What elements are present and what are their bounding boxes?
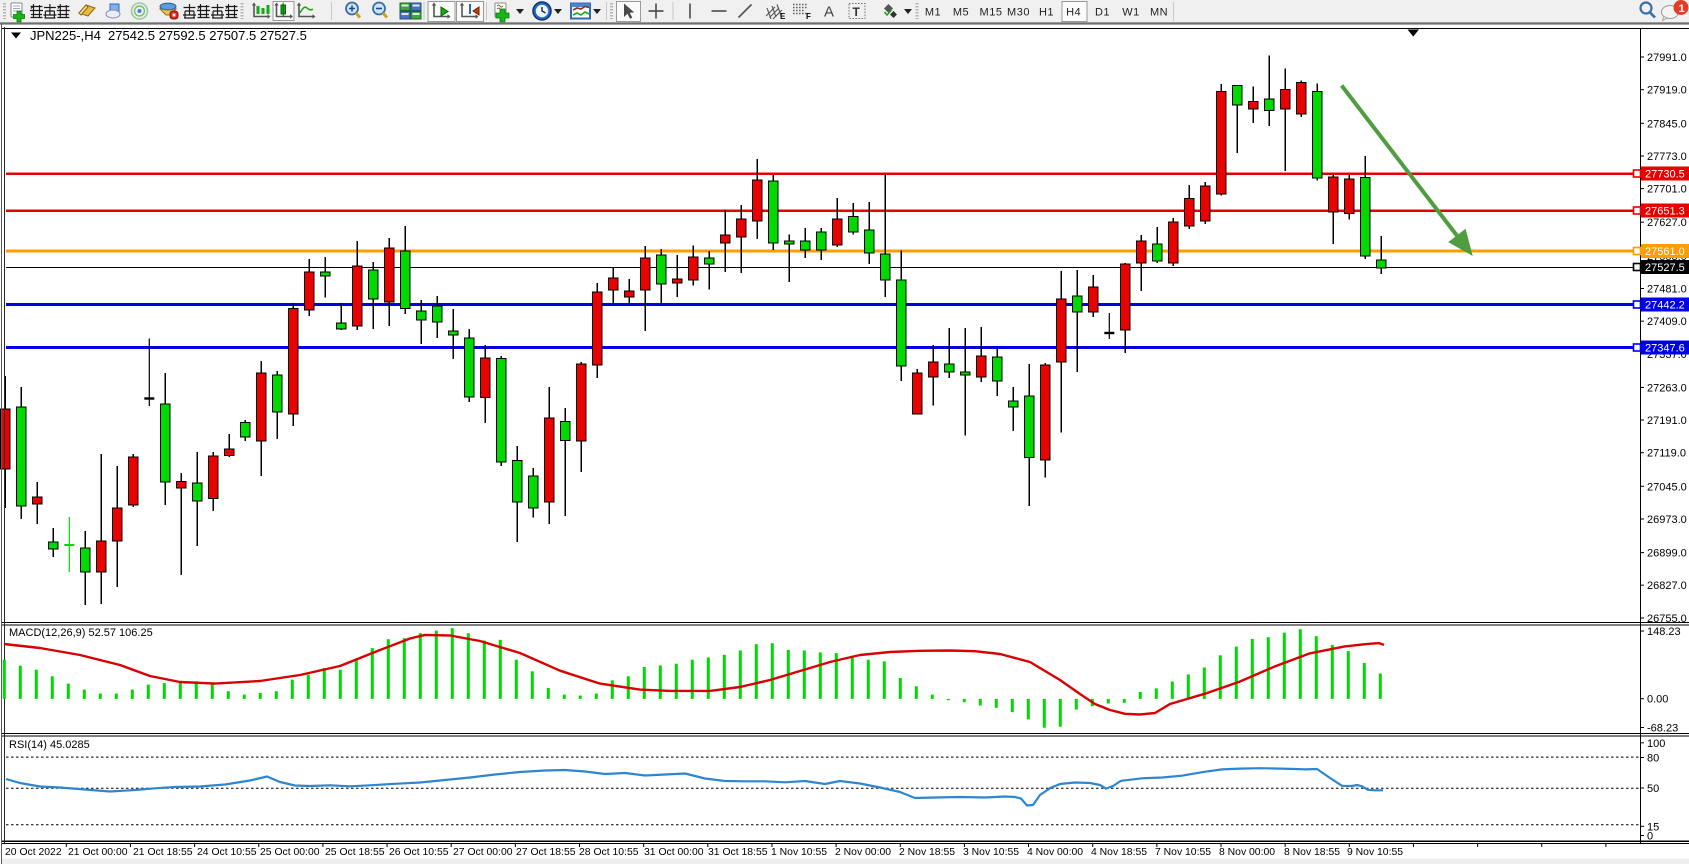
svg-text:27347.6: 27347.6 [1645, 343, 1685, 355]
svg-text:3 Nov 10:55: 3 Nov 10:55 [963, 847, 1019, 858]
svg-text:T: T [853, 5, 861, 19]
svg-text:27991.0: 27991.0 [1647, 52, 1687, 64]
svg-text:27701.0: 27701.0 [1647, 184, 1687, 196]
svg-text:1 Nov 10:55: 1 Nov 10:55 [771, 847, 827, 858]
svg-text:7 Nov 10:55: 7 Nov 10:55 [1155, 847, 1211, 858]
svg-text:26827.0: 26827.0 [1647, 580, 1687, 592]
svg-text:100: 100 [1647, 738, 1665, 750]
svg-text:M5: M5 [953, 7, 969, 19]
svg-text:50: 50 [1647, 783, 1659, 795]
svg-text:2 Nov 00:00: 2 Nov 00:00 [835, 847, 891, 858]
svg-text:27 Oct 18:55: 27 Oct 18:55 [516, 847, 576, 858]
svg-text:8 Nov 00:00: 8 Nov 00:00 [1219, 847, 1275, 858]
svg-text:28 Oct 10:55: 28 Oct 10:55 [579, 847, 639, 858]
svg-text:21 Oct 18:55: 21 Oct 18:55 [133, 847, 193, 858]
svg-text:M30: M30 [1007, 7, 1030, 19]
svg-text:JPN225-,H4 27542.5 27592.5 27: JPN225-,H4 27542.5 27592.5 27507.5 27527… [30, 28, 307, 43]
svg-text:15: 15 [1647, 821, 1659, 833]
svg-text:27527.5: 27527.5 [1645, 262, 1685, 274]
svg-text:20 Oct 2022: 20 Oct 2022 [5, 847, 62, 858]
svg-text:MACD(12,26,9) 52.57 106.25: MACD(12,26,9) 52.57 106.25 [9, 627, 153, 639]
svg-text:2 Nov 18:55: 2 Nov 18:55 [899, 847, 955, 858]
svg-text:31 Oct 18:55: 31 Oct 18:55 [708, 847, 768, 858]
svg-text:26899.0: 26899.0 [1647, 548, 1687, 560]
svg-text:8 Nov 18:55: 8 Nov 18:55 [1284, 847, 1340, 858]
svg-text:1: 1 [1679, 3, 1685, 15]
svg-text:25 Oct 00:00: 25 Oct 00:00 [260, 847, 320, 858]
svg-text:26973.0: 26973.0 [1647, 514, 1687, 526]
svg-text:26 Oct 10:55: 26 Oct 10:55 [389, 847, 449, 858]
svg-text:9 Nov 10:55: 9 Nov 10:55 [1347, 847, 1403, 858]
svg-text:27409.0: 27409.0 [1647, 316, 1687, 328]
svg-text:31 Oct 00:00: 31 Oct 00:00 [644, 847, 704, 858]
svg-text:4 Nov 18:55: 4 Nov 18:55 [1091, 847, 1147, 858]
svg-text:27730.5: 27730.5 [1645, 169, 1685, 181]
svg-text:27651.3: 27651.3 [1645, 206, 1685, 218]
svg-text:H1: H1 [1039, 7, 1054, 19]
svg-text:27481.0: 27481.0 [1647, 284, 1687, 296]
svg-text:21 Oct 00:00: 21 Oct 00:00 [68, 847, 128, 858]
svg-text:27627.0: 27627.0 [1647, 217, 1687, 229]
svg-text:27919.0: 27919.0 [1647, 85, 1687, 97]
svg-text:RSI(14) 45.0285: RSI(14) 45.0285 [9, 739, 90, 751]
svg-text:0.00: 0.00 [1647, 694, 1668, 706]
svg-text:-68.23: -68.23 [1647, 723, 1678, 735]
svg-text:80: 80 [1647, 753, 1659, 765]
svg-text:M15: M15 [980, 7, 1003, 19]
svg-text:148.23: 148.23 [1647, 626, 1681, 638]
svg-text:24 Oct 10:55: 24 Oct 10:55 [197, 847, 257, 858]
svg-text:4 Nov 00:00: 4 Nov 00:00 [1027, 847, 1083, 858]
svg-text:27263.0: 27263.0 [1647, 382, 1687, 394]
svg-text:27191.0: 27191.0 [1647, 415, 1687, 427]
svg-text:27 Oct 00:00: 27 Oct 00:00 [453, 847, 513, 858]
svg-text:27119.0: 27119.0 [1647, 448, 1686, 460]
svg-text:27045.0: 27045.0 [1647, 481, 1687, 493]
svg-text:H4: H4 [1066, 7, 1081, 19]
svg-text:E: E [780, 12, 786, 21]
svg-text:F: F [806, 12, 811, 21]
svg-text:D1: D1 [1095, 7, 1110, 19]
svg-text:27845.0: 27845.0 [1647, 118, 1687, 130]
svg-text:MN: MN [1150, 7, 1168, 19]
svg-text:M1: M1 [925, 7, 941, 19]
svg-text:25 Oct 18:55: 25 Oct 18:55 [325, 847, 385, 858]
svg-text:0: 0 [1647, 831, 1653, 843]
svg-text:27561.0: 27561.0 [1645, 246, 1685, 258]
svg-text:W1: W1 [1122, 7, 1140, 19]
svg-text:26755.0: 26755.0 [1647, 613, 1687, 625]
svg-text:27773.0: 27773.0 [1647, 151, 1687, 163]
svg-text:27442.2: 27442.2 [1645, 300, 1685, 312]
svg-text:A: A [824, 4, 834, 21]
